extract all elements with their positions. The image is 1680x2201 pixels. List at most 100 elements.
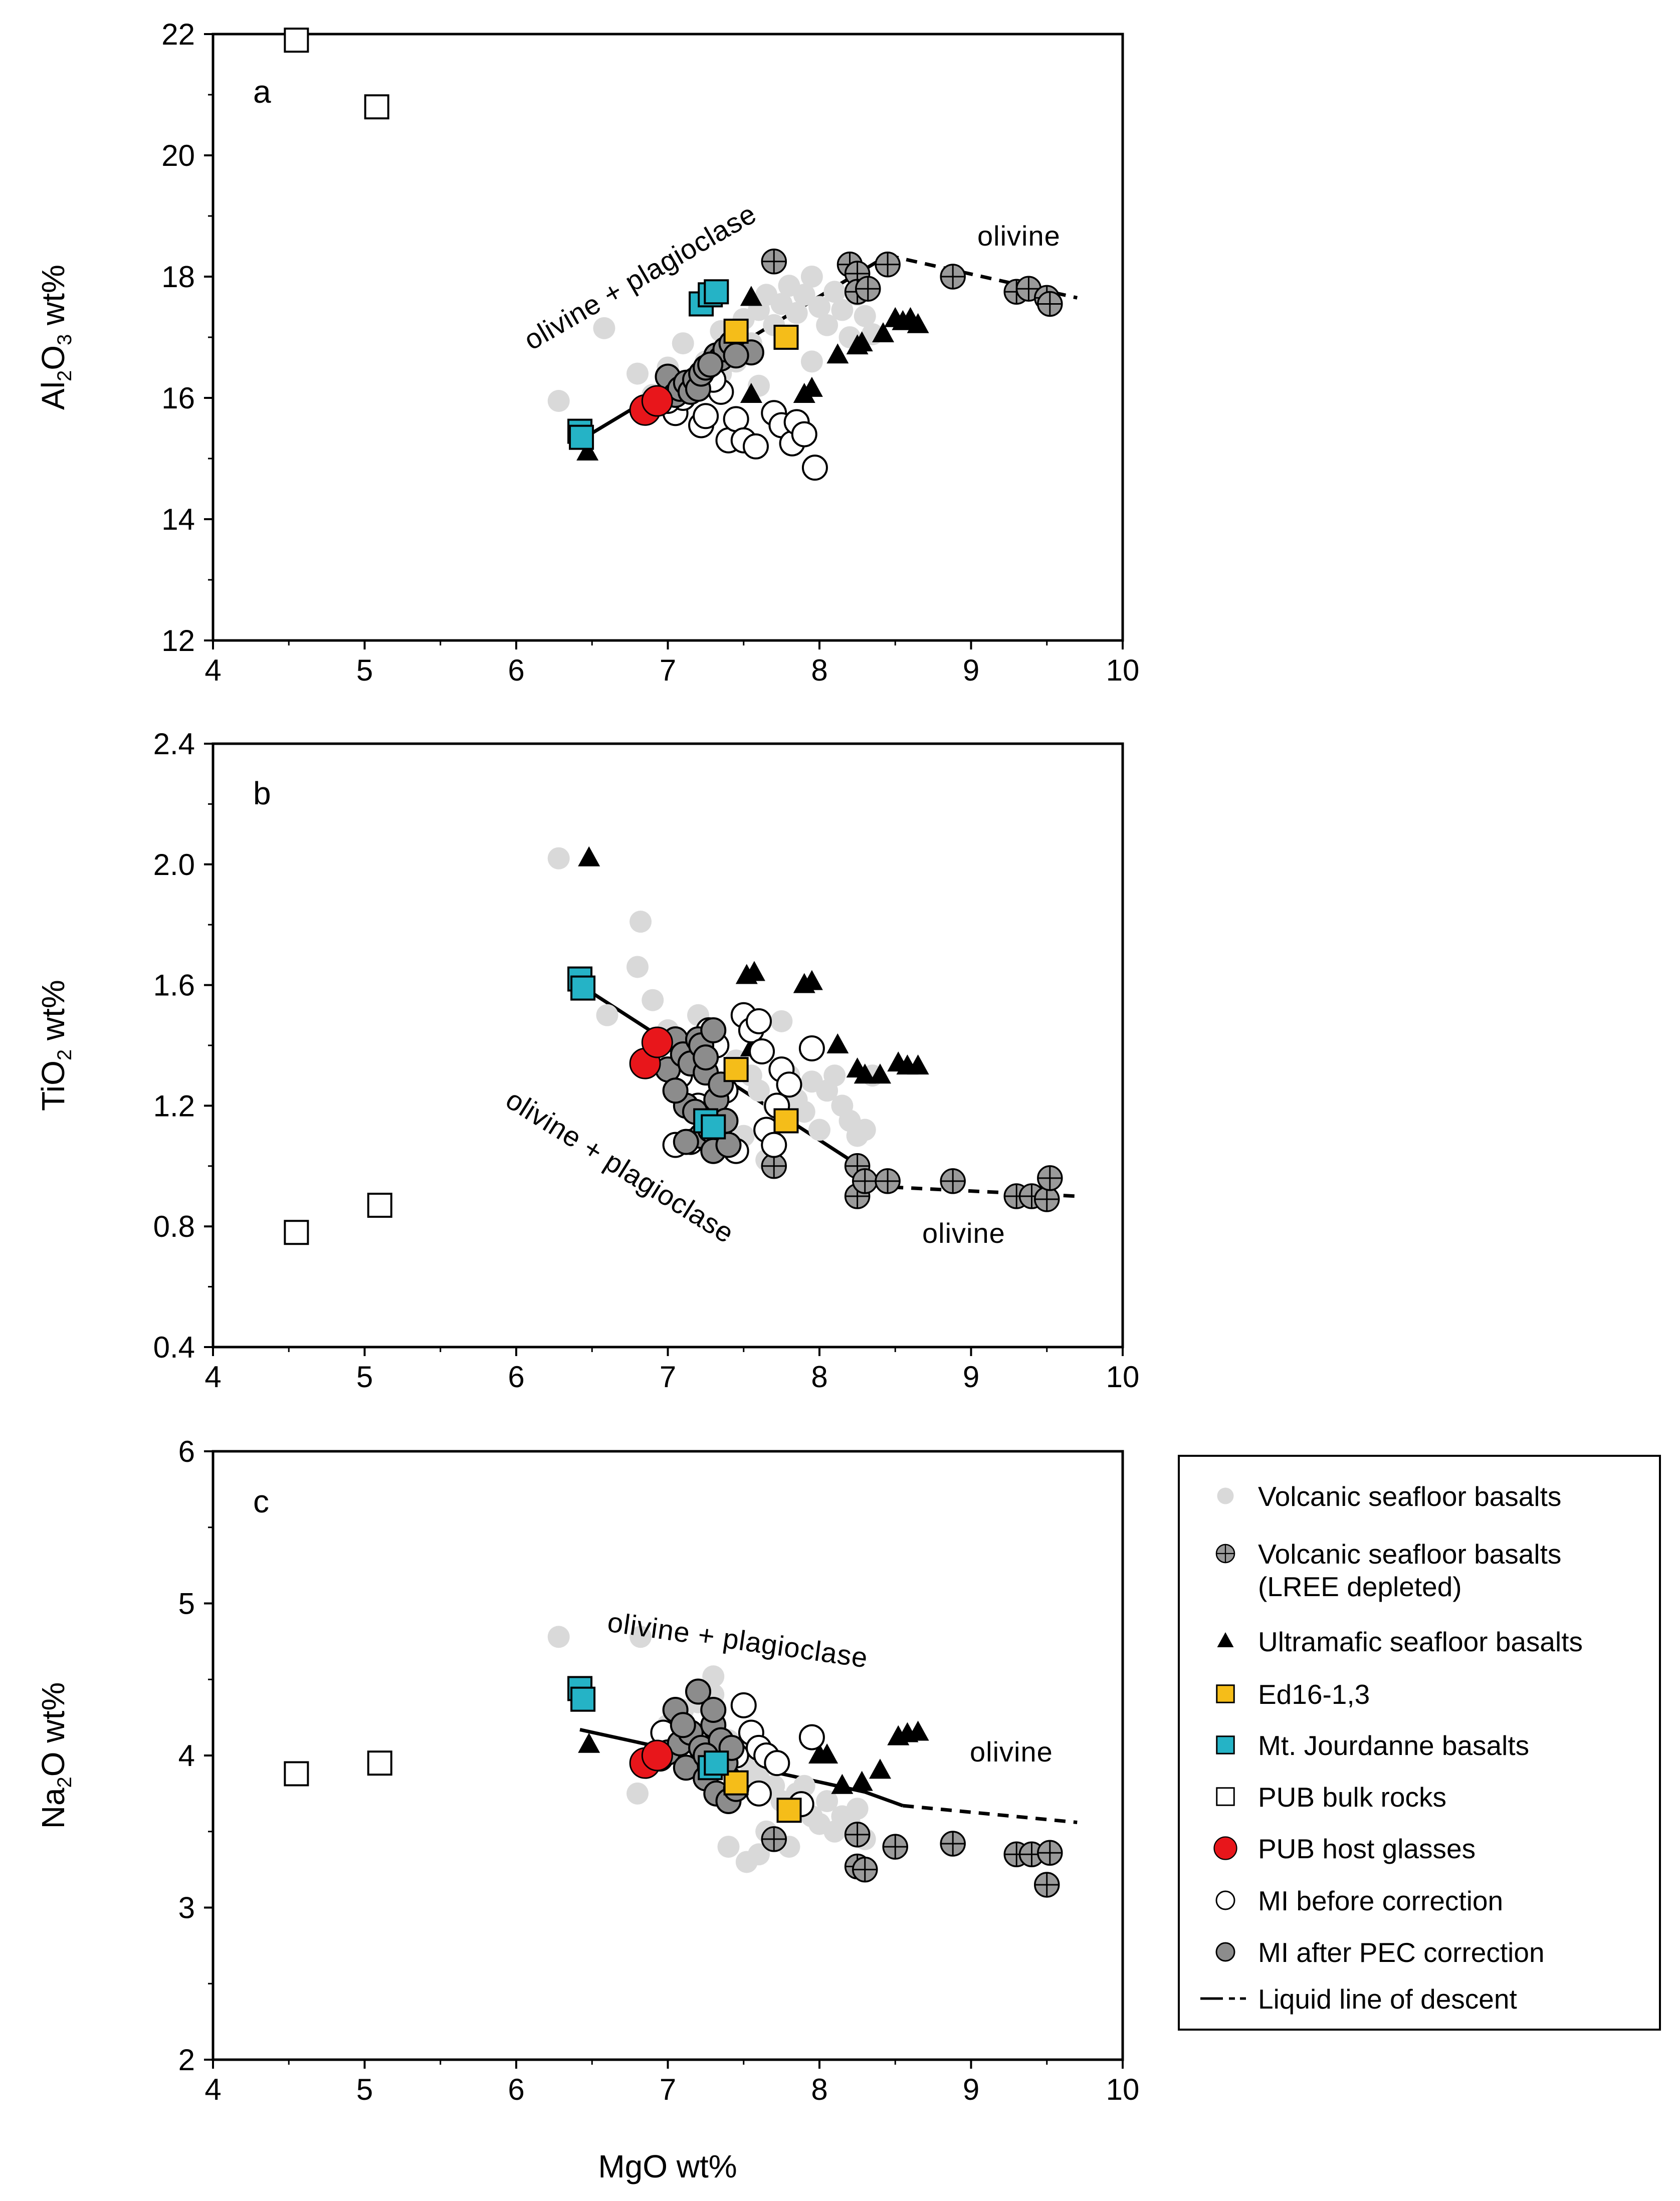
y-tick-label: 1.2: [153, 1089, 195, 1123]
legend-item-volcanic: Volcanic seafloor basalts: [1217, 1481, 1561, 1512]
mi_after-point: [673, 1129, 699, 1155]
jourdanne-point: [704, 1750, 729, 1776]
legend-marker: [1215, 1890, 1235, 1910]
y-axis-title-part: wt%: [35, 265, 71, 334]
ultramafic-point: [576, 440, 599, 461]
series-ultramafic: [576, 286, 929, 461]
volcanic-point: [596, 1004, 618, 1026]
y-tick-label: 3: [178, 1891, 195, 1925]
x-tick-label: 10: [1106, 1360, 1140, 1394]
mi_before-point: [776, 1071, 802, 1098]
volcanic-point: [800, 266, 823, 288]
volcanic-point: [672, 332, 694, 355]
pub_glass-point: [1213, 1836, 1237, 1860]
x-tick-label: 8: [811, 1360, 827, 1394]
y-axis-title: Na2O wt%: [35, 1682, 76, 1829]
volcanic-point: [831, 299, 854, 321]
ed16-point: [776, 1798, 802, 1823]
legend-item-mi_before: MI before correction: [1215, 1885, 1503, 1916]
panel-b: 4 5 6 7 8 9 10 0.4 0.8 1.2 1.6 2.0 2.4 b TiO2 wt%: [35, 727, 1139, 1394]
y-axis-title-part: 3: [54, 334, 76, 345]
lree-point: [940, 1831, 966, 1857]
legend-marker: [1217, 1632, 1234, 1647]
mi_after-point: [1215, 1942, 1235, 1962]
lree-point: [1215, 1544, 1235, 1564]
x-tick-label: 7: [660, 2073, 676, 2106]
ultramafic-point: [831, 1774, 854, 1794]
mi_after-point: [670, 1712, 696, 1738]
jourdanne-point: [569, 424, 594, 450]
volcanic-point: [642, 989, 664, 1011]
ed16-point: [723, 1057, 749, 1082]
lree-point: [882, 1834, 908, 1860]
lree-point: [875, 1168, 901, 1194]
volcanic-point: [629, 911, 652, 933]
jourdanne-point: [570, 975, 596, 1001]
lree-point: [1037, 1840, 1063, 1866]
panel-a: 4 5 6 7 8 9 10 12 14 16 18 20 22 a Al2O3 wt%: [35, 18, 1139, 687]
lree-point: [940, 1168, 966, 1194]
series-lree: [761, 249, 1063, 317]
annotation-olivine-c: olivine: [970, 1736, 1053, 1768]
volcanic-point: [748, 1843, 770, 1866]
volcanic-point: [748, 1079, 770, 1102]
volcanic-point: [793, 284, 815, 306]
volcanic-point: [823, 1064, 846, 1087]
mi_before-point: [730, 1692, 757, 1718]
mi_before-point: [749, 1038, 775, 1065]
y-tick-label: 2: [178, 2043, 195, 2077]
mi_before-point: [801, 455, 828, 481]
lree-point: [855, 276, 881, 302]
mi_after-point: [723, 342, 749, 369]
legend-marker: [1216, 1684, 1235, 1703]
mi_after-point: [700, 1017, 727, 1043]
y-tick-label: 0.4: [153, 1331, 195, 1364]
legend-marker: [1216, 1735, 1235, 1754]
x-tick-label: 9: [963, 2073, 979, 2106]
annotation-olivine-b: olivine: [922, 1217, 1005, 1249]
y-tick-label: 22: [161, 18, 195, 51]
lree-point: [1034, 1872, 1060, 1898]
y-axis-title-part: TiO: [35, 1060, 71, 1111]
ultramafic-point: [740, 382, 762, 403]
volcanic-point: [793, 1100, 815, 1123]
volcanic-point: [823, 281, 846, 303]
volcanic-point: [547, 847, 570, 869]
ultramafic-point: [869, 1758, 891, 1779]
x-tick-label: 8: [811, 653, 827, 687]
lree-point: [1037, 291, 1063, 317]
panel-letter: c: [253, 1483, 269, 1519]
volcanic-point: [702, 1665, 725, 1688]
mi_after-point: [700, 1696, 727, 1723]
annotation-olivine-plagioclase-c: olivine + plagioclase: [605, 1606, 870, 1673]
pub_glass-point: [641, 1739, 673, 1772]
volcanic-point: [593, 317, 615, 339]
series-ultramafic: [578, 1720, 929, 1794]
legend-item-lld: Liquid line of descent: [1200, 1984, 1517, 2015]
ultramafic-point: [816, 1743, 838, 1764]
x-tick-label: 5: [356, 653, 373, 687]
lld-dashed-line: [903, 1804, 1078, 1825]
legend-label: Mt. Jourdanne basalts: [1258, 1730, 1529, 1761]
legend-label: Volcanic seafloor basalts: [1258, 1538, 1561, 1570]
legend-label: PUB host glasses: [1258, 1833, 1476, 1864]
volcanic-point: [629, 1626, 652, 1648]
y-axis-title-part: 2: [54, 370, 76, 381]
y-tick-label: 6: [178, 1435, 195, 1468]
panel-letter: b: [253, 775, 271, 811]
mi_after-point: [685, 1678, 711, 1705]
ultramafic-point: [578, 1732, 600, 1753]
y-tick-label: 14: [161, 503, 195, 536]
x-tick-label: 6: [508, 1360, 524, 1394]
mi_before-point: [742, 433, 769, 460]
lree-point: [844, 1822, 871, 1848]
x-tick-label: 5: [356, 1360, 373, 1394]
ultramafic-point: [851, 331, 873, 352]
volcanic-point: [816, 314, 838, 336]
volcanic-point: [626, 1782, 649, 1805]
y-axis-title-part: Na: [35, 1788, 71, 1829]
y-tick-label: 16: [161, 381, 195, 415]
x-tick-label: 9: [963, 1360, 979, 1394]
legend-item-pub_bulk: PUB bulk rocks: [1216, 1782, 1446, 1813]
ultramafic-point: [907, 1720, 929, 1741]
